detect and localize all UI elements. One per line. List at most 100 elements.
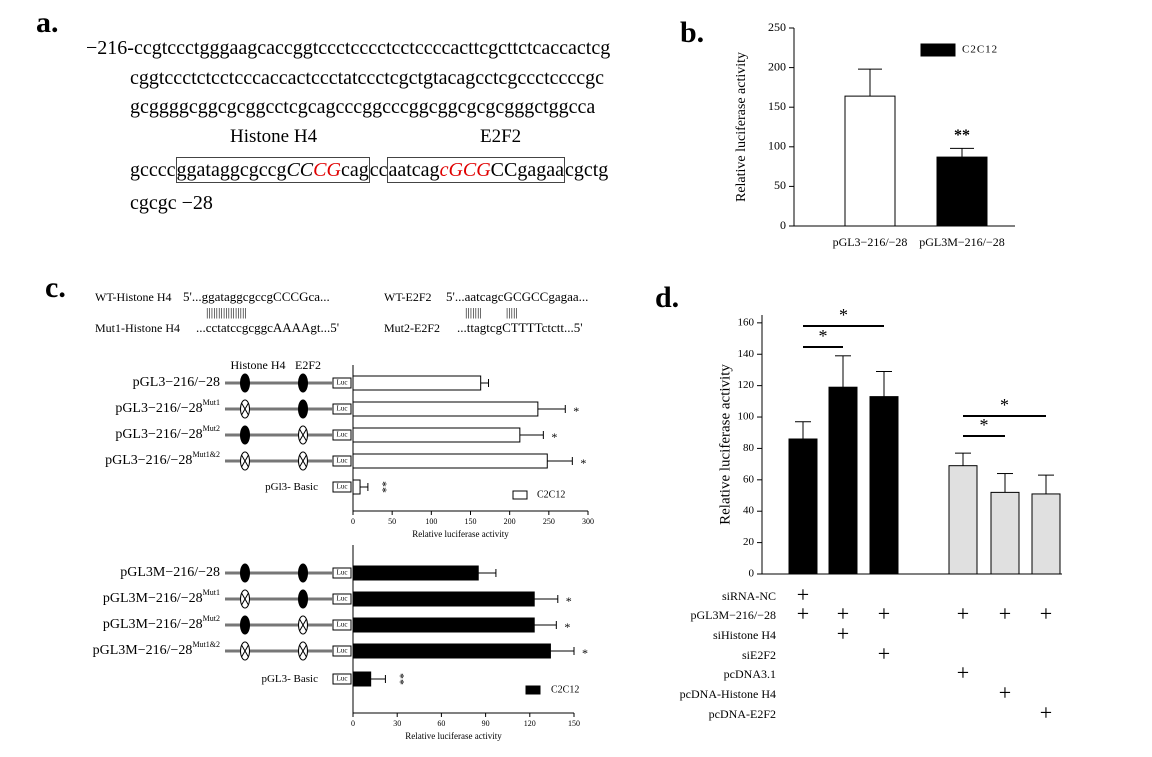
condition-mark: + [957, 601, 969, 626]
condition-mark: + [797, 601, 809, 626]
y-tick-label: 160 [738, 316, 755, 328]
category-label: pGL3M−216/−28Mut2 [103, 614, 220, 632]
sequence: CG [313, 159, 341, 181]
bar [352, 671, 372, 687]
seq-name: Mut2-E2F2 [384, 321, 440, 335]
bar [352, 427, 521, 443]
sequence-line: gcggggcggcgcggcctcgcagcccggcccggcggcgcgc… [130, 96, 596, 118]
pairing: ||||||||||||||||| [206, 305, 247, 319]
x-axis-label: Relative luciferase activity [412, 529, 509, 539]
category-label: pGL3M−216/−28 [120, 565, 220, 580]
mutation-cross [299, 454, 307, 468]
site-label: E2F2 [295, 358, 321, 372]
annotation: ** [954, 127, 970, 144]
category-text: pGL3−216/−28 [115, 401, 202, 416]
category-label: pGL3- Basic [261, 673, 318, 685]
bar [788, 438, 818, 575]
annotation: * [580, 456, 586, 470]
sequence: aatcag [388, 159, 440, 181]
condition-label: pcDNA-E2F2 [709, 707, 776, 721]
x-tick-label: 0 [351, 517, 355, 526]
category-label: pGL3M−216/−28Mut1 [103, 588, 220, 606]
category-text: pGL3M−216/−28 [93, 643, 193, 658]
condition-mark: + [837, 601, 849, 626]
position: −216- [86, 37, 134, 59]
annotation: ** [376, 481, 390, 493]
y-tick-label: 120 [738, 379, 755, 391]
site [240, 563, 250, 583]
annotation: * [573, 404, 579, 418]
x-tick-label: 30 [393, 719, 401, 728]
bar [869, 396, 899, 575]
condition-mark: + [999, 601, 1011, 626]
reporter-label: Luc [337, 675, 348, 683]
x-tick-label: 150 [465, 517, 477, 526]
sequence: cgcgc [130, 192, 177, 214]
mutation-cross [241, 644, 249, 658]
x-tick-label: 100 [425, 517, 437, 526]
reporter-label: Luc [337, 405, 348, 413]
sequence: cGCG [439, 159, 491, 181]
x-tick-label: 200 [504, 517, 516, 526]
reporter-label: Luc [337, 457, 348, 465]
category-superscript: Mut1 [203, 398, 220, 407]
sequence-line: cgcgc −28 [130, 190, 213, 216]
legend-swatch [512, 490, 528, 500]
site [298, 589, 308, 609]
mutation-cross [241, 402, 249, 416]
annotation: ** [394, 673, 408, 685]
site-label: E2F2 [480, 126, 522, 147]
panel-label: c. [45, 271, 66, 304]
x-tick-label: 150 [568, 719, 580, 728]
panel-label: a. [36, 6, 59, 39]
bar [948, 465, 978, 575]
site-box: aatcagcGCGCCgagaa [387, 157, 565, 183]
bar [1031, 493, 1061, 575]
category-text: pGL3M−216/−28 [103, 617, 203, 632]
category-text: pGL3−216/−28 [115, 427, 202, 442]
bar [352, 591, 535, 607]
category-label: pGl3- Basic [265, 481, 318, 493]
annotation: * [582, 646, 588, 660]
seq-name: Mut1-Histone H4 [95, 321, 180, 335]
bar [828, 386, 858, 575]
reporter-label: Luc [337, 379, 348, 387]
bar [352, 401, 539, 417]
y-axis-label: Relative luciferase activity [717, 364, 733, 525]
category-superscript: Mut2 [203, 614, 220, 623]
category-label: pGL3M−216/−28Mut1&2 [93, 640, 220, 658]
significance-label: * [819, 326, 828, 346]
x-tick-label: pGL3−216/−28 [833, 235, 908, 249]
y-tick-label: 20 [743, 536, 755, 548]
category-text: pGL3M−216/−28 [120, 565, 220, 580]
significance-label: * [839, 305, 848, 325]
panel-label: d. [655, 281, 679, 314]
seq: 5'...aatcagcGCGCCgagaa... [446, 289, 588, 304]
site-label: Histone H4 [231, 358, 286, 372]
bar [352, 643, 551, 659]
site [240, 615, 250, 635]
bar [352, 479, 361, 495]
sequence: cag [340, 159, 369, 181]
seq: ...ttagtcgCTTTTctctt...5' [457, 320, 583, 335]
seq: 5'...ggataggcgccgCCCGca... [183, 289, 330, 304]
x-axis-label: Relative luciferase activity [405, 731, 502, 741]
category-text: pGL3- Basic [261, 673, 318, 685]
bar [352, 375, 482, 391]
condition-mark: + [1040, 601, 1052, 626]
mutation-cross [299, 428, 307, 442]
condition-mark: + [1040, 700, 1052, 725]
legend-label: C2C12 [962, 44, 998, 56]
site [240, 373, 250, 393]
legend-swatch [920, 43, 956, 57]
condition-mark: + [878, 641, 890, 666]
seq-name: WT-Histone H4 [95, 290, 172, 304]
category-superscript: Mut2 [203, 424, 220, 433]
position: −28 [181, 192, 213, 214]
condition-label: siHistone H4 [713, 628, 776, 642]
category-label: pGL3−216/−28Mut1&2 [105, 450, 220, 468]
site-box: ggataggcgccgCCCGcag [175, 157, 370, 183]
category-superscript: Mut1&2 [192, 640, 220, 649]
